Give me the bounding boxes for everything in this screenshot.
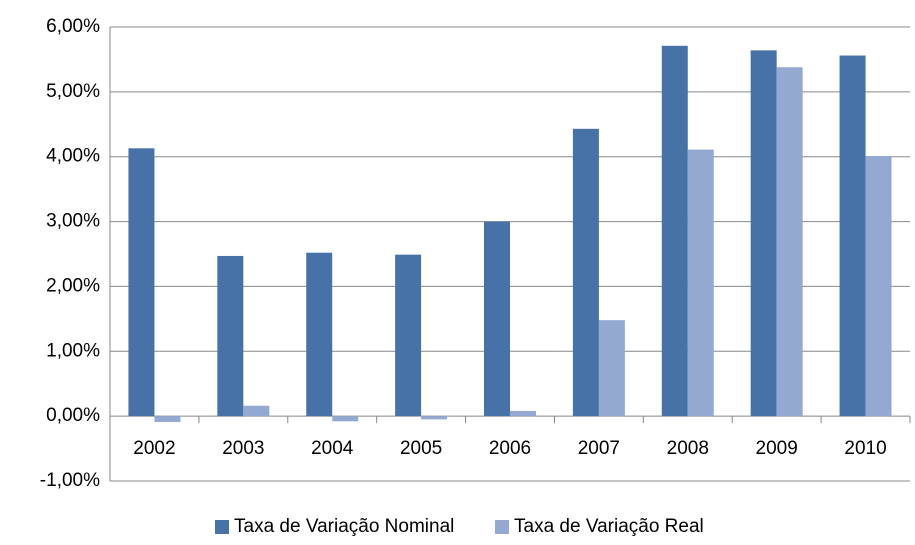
- bar: [687, 149, 714, 417]
- bar: [243, 405, 270, 417]
- x-tick-label: 2004: [311, 438, 354, 459]
- y-tick-label: -1,00%: [40, 470, 100, 491]
- y-tick-label: 2,00%: [46, 275, 100, 296]
- bar: [484, 221, 510, 417]
- x-tick-label: 2008: [667, 438, 709, 459]
- bar: [510, 410, 536, 417]
- bar: [154, 416, 181, 422]
- y-tick-label: 5,00%: [46, 81, 100, 102]
- bar: [750, 50, 777, 417]
- x-tick-label: 2007: [578, 438, 620, 459]
- x-tick-label: 2005: [400, 438, 442, 459]
- y-tick-label: 0,00%: [46, 405, 100, 426]
- bar: [306, 252, 333, 417]
- legend-swatch: [495, 520, 509, 534]
- x-tick-label: 2002: [133, 438, 175, 459]
- bar: [839, 55, 866, 417]
- bar: [661, 45, 688, 417]
- legend-label: Taxa de Variação Real: [514, 516, 704, 537]
- bar: [128, 148, 155, 417]
- bar: [395, 254, 422, 417]
- bar: [865, 156, 892, 417]
- y-tick-label: 3,00%: [46, 211, 100, 232]
- bar: [332, 416, 359, 422]
- legend-swatch: [215, 520, 229, 534]
- bar: [217, 255, 244, 417]
- bar: [598, 320, 625, 417]
- y-tick-label: 4,00%: [46, 146, 100, 167]
- y-tick-label: 6,00%: [46, 16, 100, 37]
- bar: [776, 67, 803, 417]
- x-tick-label: 2010: [844, 438, 886, 459]
- x-tick-label: 2009: [756, 438, 798, 459]
- bar: [572, 128, 599, 417]
- x-tick-label: 2003: [222, 438, 264, 459]
- y-tick-label: 1,00%: [46, 340, 100, 361]
- legend-label: Taxa de Variação Nominal: [234, 516, 454, 537]
- x-tick-label: 2006: [489, 438, 531, 459]
- bar: [421, 416, 448, 420]
